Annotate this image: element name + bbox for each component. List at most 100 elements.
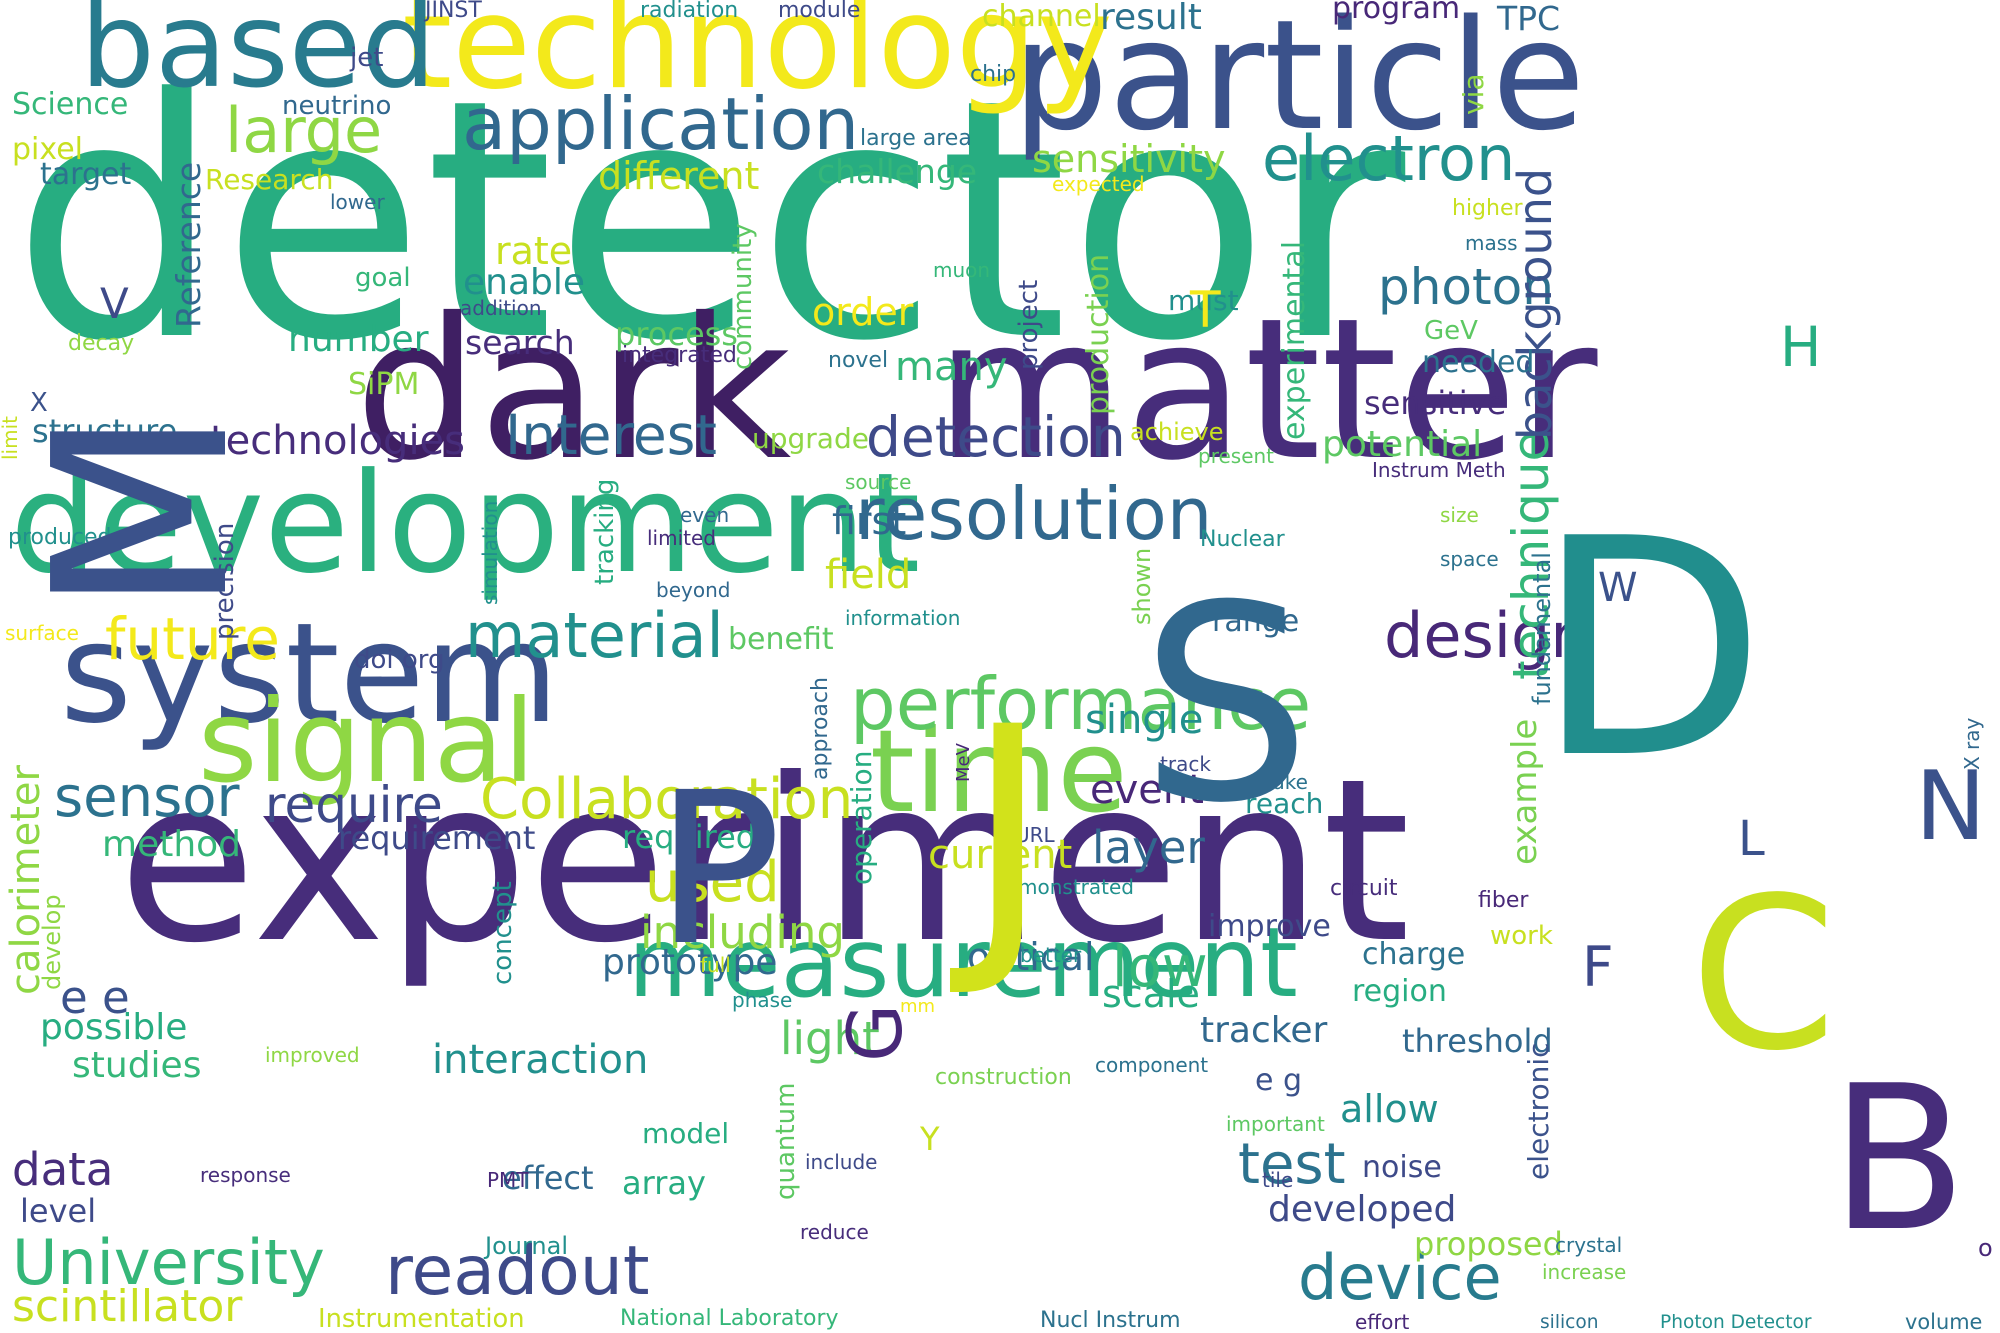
word-current: current <box>928 832 1073 878</box>
word-research: Research <box>205 163 334 196</box>
word-gev: GeV <box>1424 316 1478 346</box>
word-different: different <box>598 154 760 198</box>
word-d: D <box>1535 475 1767 824</box>
word-w: W <box>1598 565 1638 611</box>
word-journal: Journal <box>485 1232 569 1260</box>
word-pixel: pixel <box>12 132 84 167</box>
word-detector: detector <box>12 29 1406 413</box>
word-important: important <box>1226 1112 1325 1136</box>
word-j: J <box>965 666 1051 1003</box>
word-search: search <box>465 323 575 362</box>
word-nuclear: Nuclear <box>1200 527 1285 552</box>
word-tpc: TPC <box>1497 0 1561 38</box>
word-number: number <box>288 319 429 360</box>
word-production: production <box>1081 253 1116 415</box>
word-surface: surface <box>5 621 79 645</box>
word-muon: muon <box>933 258 991 282</box>
word-source: source <box>845 470 912 494</box>
word-l: L <box>1738 811 1765 867</box>
word-limited: limited <box>647 526 716 550</box>
word-crystal: crystal <box>1555 1233 1623 1257</box>
word-measurement: measurement <box>628 907 1298 1019</box>
word-first: first <box>832 499 907 543</box>
word-x: X <box>30 388 48 418</box>
word-jinst: JINST <box>425 0 482 23</box>
word-beyond: beyond <box>656 578 731 602</box>
word-include: include <box>805 1150 878 1174</box>
word-channel: channel <box>982 0 1101 34</box>
word-benefit: benefit <box>728 622 834 657</box>
word-range: range <box>1212 604 1300 639</box>
word-jet: jet <box>350 43 384 73</box>
word-needed: needed <box>1422 345 1535 380</box>
word-doi-org: doi org <box>354 645 445 675</box>
word-design: design <box>1384 599 1590 672</box>
word-integrated: integrated <box>622 343 737 368</box>
word-university: University <box>12 1226 325 1299</box>
word-component: component <box>1095 1053 1209 1077</box>
word-instrumentation: Instrumentation <box>318 1304 525 1333</box>
word-device: device <box>1298 1241 1502 1314</box>
word-require: require <box>265 776 443 834</box>
word-enable: enable <box>463 262 586 303</box>
word-development: development <box>10 443 921 604</box>
word-challenge: challenge <box>817 152 978 191</box>
word-level: level <box>20 1192 97 1230</box>
word-construction: construction <box>935 1065 1072 1090</box>
word-collaboration: Collaboration <box>480 767 854 832</box>
word-test: test <box>1238 1132 1346 1197</box>
word-material: material <box>465 599 724 672</box>
word-target: target <box>40 157 132 192</box>
word-expected: expected <box>1052 172 1145 196</box>
word-interaction: interaction <box>432 1037 649 1083</box>
word-region: region <box>1352 974 1447 1009</box>
word-pmt: PMT <box>487 1168 529 1192</box>
word-many: many <box>895 344 1008 390</box>
word-b: B <box>1830 1043 1968 1276</box>
word-t: T <box>1190 281 1221 339</box>
word-layer: layer <box>1092 821 1205 874</box>
word-effect: effect <box>502 1159 594 1197</box>
word-reduce: reduce <box>800 1220 869 1244</box>
word-achieve: achieve <box>1130 418 1224 446</box>
word-must: must <box>1168 284 1239 317</box>
word-upgrade: upgrade <box>752 422 869 455</box>
word-resolution: resolution <box>855 472 1213 556</box>
word-track: track <box>1160 752 1211 776</box>
word-event: event <box>1090 767 1204 813</box>
word-particle: particle <box>1012 0 1586 164</box>
word-y: Y <box>920 1120 940 1158</box>
word-used: used <box>645 850 780 915</box>
word-operation: operation <box>845 750 878 885</box>
word-rate: rate <box>495 229 573 273</box>
word-future: future <box>105 605 280 673</box>
word-large: large <box>225 94 383 167</box>
word-result: result <box>1100 0 1202 38</box>
word-noise: noise <box>1362 1150 1442 1185</box>
word-phase: phase <box>732 988 793 1012</box>
word-demonstrated: demonstrated <box>993 875 1134 899</box>
word-e-e: e e <box>60 971 130 1024</box>
word-neutrino: neutrino <box>282 91 392 121</box>
word-higher: higher <box>1452 196 1523 221</box>
word-sensitivity: sensitivity <box>1032 137 1226 181</box>
word-scintillator: scintillator <box>12 1281 243 1332</box>
word-reach: reach <box>1245 787 1324 820</box>
word-model: model <box>642 1117 730 1150</box>
word-addition: addition <box>460 296 542 320</box>
word-signal: signal <box>198 675 536 808</box>
word-possible: possible <box>40 1007 188 1048</box>
word-v: V <box>100 279 129 328</box>
word-improved: improved <box>265 1043 360 1067</box>
word-scale: scale <box>1102 972 1200 1016</box>
word-m: M <box>2 407 282 615</box>
word-single: single <box>1085 697 1204 743</box>
word-prototype: prototype <box>602 942 778 983</box>
word-array: array <box>622 1164 706 1202</box>
word-increase: increase <box>1542 1260 1627 1284</box>
word-interest: Interest <box>505 403 717 467</box>
word-instrum-meth: Instrum Meth <box>1372 458 1506 482</box>
word-system: system <box>60 593 559 754</box>
word-process: process <box>615 315 738 353</box>
word-volume: volume <box>1905 1310 1983 1333</box>
